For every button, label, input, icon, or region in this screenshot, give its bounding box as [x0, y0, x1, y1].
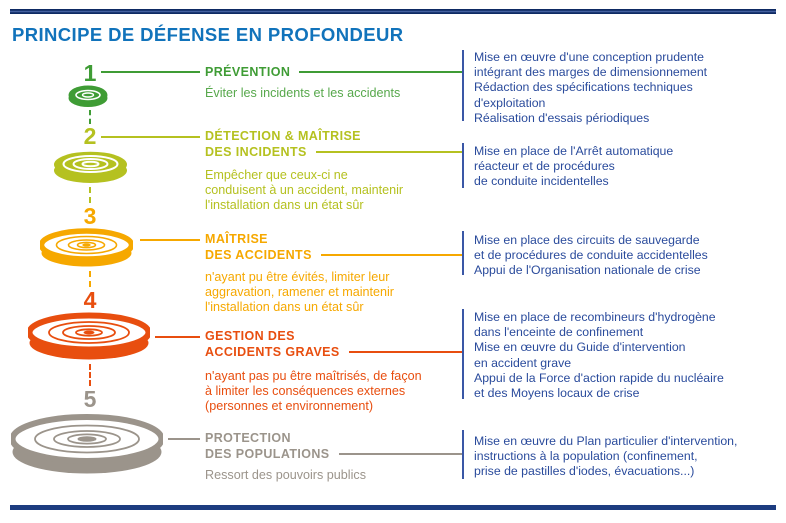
level-2-description: Empêcher que ceux-ci ne conduisent à un … — [205, 168, 455, 213]
measure-line: réacteur et de procédures — [474, 159, 615, 174]
level-4-title-line: ACCIDENTS GRAVES — [205, 345, 340, 359]
level-4-title: GESTION DES ACCIDENTS GRAVES — [205, 328, 462, 360]
level-5-number: 5 — [83, 386, 97, 412]
measure-line: et de procédures de conduite accidentell… — [474, 248, 708, 263]
green-ripple-disc-icon — [68, 85, 108, 108]
level-2-title-line: DÉTECTION & MAÎTRISE — [205, 129, 361, 143]
level-4-dashed-connector — [89, 364, 91, 386]
level-1-title: PRÉVENTION — [205, 64, 462, 80]
level-3-measures: Mise en place des circuits de sauvegarde… — [474, 233, 780, 279]
level-2-separator-line — [462, 143, 464, 188]
level-1-number: 1 — [83, 60, 97, 86]
level-1-title-line: PRÉVENTION — [205, 65, 291, 79]
description-line: Empêcher que ceux-ci ne — [205, 168, 348, 182]
level-1-description: Éviter les incidents et les accidents — [205, 86, 455, 101]
measure-line: Mise en place de l'Arrêt automatique — [474, 144, 674, 158]
level-4-title-rule — [348, 351, 462, 353]
level-3-connector-line — [140, 239, 200, 241]
level-2-dashed-connector — [89, 187, 91, 203]
description-line: Ressort des pouvoirs publics — [205, 468, 366, 482]
level-2-connector-line — [101, 136, 200, 138]
gray-ripple-disc-icon — [11, 413, 163, 475]
level-5-connector-line — [168, 438, 200, 440]
description-line: à limiter les conséquences externes — [205, 384, 406, 398]
level-4-number: 4 — [83, 287, 97, 313]
level-2-title-line: DES INCIDENTS — [205, 145, 307, 159]
description-line: n'ayant pas pu être maîtrisés, de façon — [205, 369, 422, 383]
description-line: Éviter les incidents et les accidents — [205, 86, 401, 100]
measure-line: intégrant des marges de dimensionnement — [474, 65, 708, 80]
measure-line: Réalisation d'essais périodiques — [474, 110, 650, 125]
level-3-title-line: DES ACCIDENTS — [205, 248, 312, 262]
level-3-title-rule — [320, 254, 462, 256]
measure-line: de conduite incidentelles — [474, 174, 609, 189]
level-4-description: n'ayant pas pu être maîtrisés, de façon … — [205, 369, 455, 414]
measure-line: instructions à la population (confinemen… — [474, 449, 698, 464]
measure-line: d'exploitation — [474, 95, 546, 110]
top-border-bar — [10, 9, 776, 14]
level-1-separator-line — [462, 50, 464, 121]
level-2-measures: Mise en place de l'Arrêt automatique réa… — [474, 144, 780, 190]
measure-line: Rédaction des spécifications techniques — [474, 80, 693, 95]
measure-line: Mise en place de recombineurs d'hydrogèn… — [474, 310, 716, 324]
level-5-title: PROTECTION DES POPULATIONS — [205, 430, 462, 462]
level-5-description: Ressort des pouvoirs publics — [205, 468, 455, 483]
orange-ripple-disc-icon — [28, 312, 150, 361]
level-3-description: n'ayant pu être évités, limiter leur agg… — [205, 270, 455, 315]
bottom-border-bar — [10, 505, 776, 510]
description-line: (personnes et environnement) — [205, 399, 374, 413]
level-4-separator-line — [462, 309, 464, 399]
level-1-title-rule — [299, 71, 462, 73]
level-2-title-rule — [315, 151, 462, 153]
level-5-title-line: DES POPULATIONS — [205, 447, 330, 461]
lime-ripple-disc-icon — [53, 151, 128, 184]
measure-line: Mise en place des circuits de sauvegarde — [474, 233, 700, 247]
level-3-dashed-connector — [89, 271, 91, 287]
measure-line: Mise en œuvre du Plan particulier d'inte… — [474, 434, 738, 448]
level-1-dashed-connector — [89, 110, 91, 124]
description-line: conduisent à un accident, maintenir — [205, 183, 404, 197]
level-5-separator-line — [462, 430, 464, 479]
measure-line: Appui de l'Organisation nationale de cri… — [474, 263, 701, 278]
level-5-measures: Mise en œuvre du Plan particulier d'inte… — [474, 434, 780, 480]
description-line: l'installation dans un état sûr — [205, 198, 364, 212]
level-3-title: MAÎTRISE DES ACCIDENTS — [205, 231, 462, 263]
amber-ripple-disc-icon — [40, 228, 133, 268]
level-5-title-rule — [338, 453, 462, 455]
level-2-title: DÉTECTION & MAÎTRISE DES INCIDENTS — [205, 128, 462, 160]
measure-line: dans l'enceinte de confinement — [474, 325, 644, 340]
level-3-separator-line — [462, 231, 464, 275]
level-4-measures: Mise en place de recombineurs d'hydrogèn… — [474, 310, 780, 401]
measure-line: Mise en œuvre d'une conception prudente — [474, 50, 704, 64]
level-3-number: 3 — [83, 203, 97, 229]
measure-line: prise de pastilles d'iodes, évacuations.… — [474, 464, 695, 479]
page-title: PRINCIPE DE DÉFENSE EN PROFONDEUR — [12, 24, 404, 45]
description-line: l'installation dans un état sûr — [205, 300, 364, 314]
measure-line: Appui de la Force d'action rapide du nuc… — [474, 370, 724, 385]
level-4-title-line: GESTION DES — [205, 329, 295, 343]
level-1-connector-line — [101, 71, 200, 73]
description-line: n'ayant pu être évités, limiter leur — [205, 270, 390, 284]
level-1-measures: Mise en œuvre d'une conception prudente … — [474, 50, 780, 126]
level-3-title-line: MAÎTRISE — [205, 232, 268, 246]
level-2-number: 2 — [83, 123, 97, 149]
measure-line: Mise en œuvre du Guide d'intervention — [474, 340, 686, 355]
description-line: aggravation, ramener et maintenir — [205, 285, 395, 299]
level-5-title-line: PROTECTION — [205, 431, 291, 445]
level-4-connector-line — [155, 336, 200, 338]
measure-line: en accident grave — [474, 355, 572, 370]
measure-line: et des Moyens locaux de crise — [474, 386, 640, 401]
